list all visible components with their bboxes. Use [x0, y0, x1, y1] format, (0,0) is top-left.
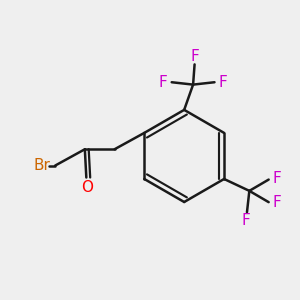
- Text: F: F: [273, 195, 281, 210]
- Text: F: F: [218, 75, 227, 90]
- Text: O: O: [81, 179, 93, 194]
- Text: F: F: [159, 75, 168, 90]
- Text: F: F: [242, 213, 251, 228]
- Text: F: F: [190, 50, 199, 64]
- Text: Br: Br: [33, 158, 50, 173]
- Text: F: F: [273, 171, 281, 186]
